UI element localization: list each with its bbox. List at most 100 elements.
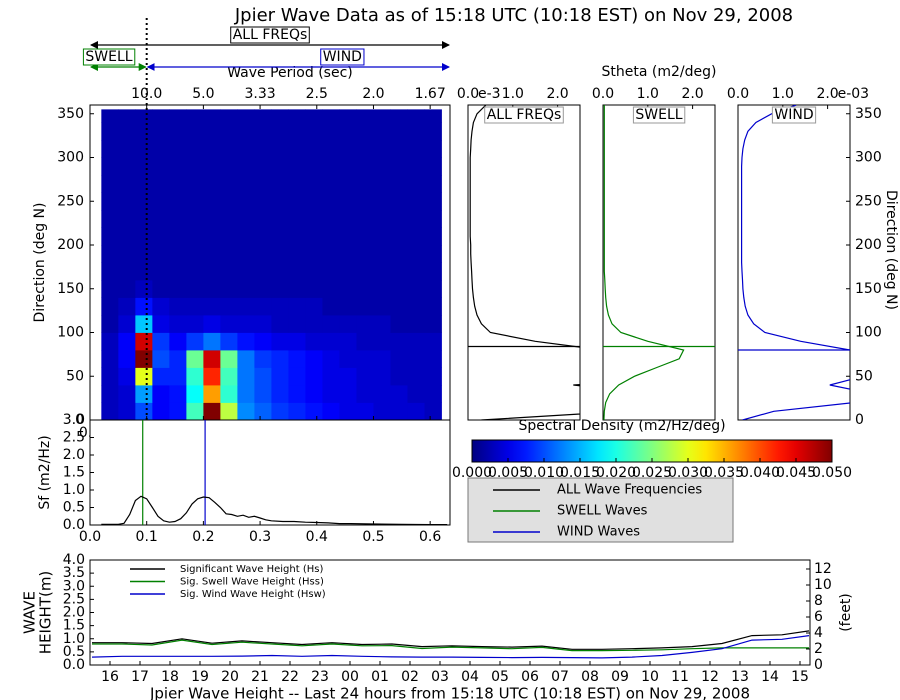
direction-spectrum-line xyxy=(741,105,850,420)
heatmap-cell xyxy=(322,175,340,193)
x-tick-label: 0.0 xyxy=(79,529,101,545)
band-label-box xyxy=(230,26,310,44)
heatmap-cell xyxy=(271,140,289,158)
heatmap-cell xyxy=(220,315,238,333)
heatmap-cell xyxy=(203,140,221,158)
heatmap-cell xyxy=(288,315,306,333)
heatmap-cell xyxy=(152,402,170,421)
heatmap-cell xyxy=(186,245,204,263)
heatmap-cell xyxy=(322,367,340,386)
x-tick-label: 1.0 xyxy=(637,86,659,102)
heatmap-cell xyxy=(288,280,306,298)
heatmap-cell xyxy=(305,210,323,228)
heatmap-cell xyxy=(101,245,119,263)
heatmap-cell xyxy=(288,385,306,403)
heatmap-cell xyxy=(271,175,289,193)
x-tick-label: 15 xyxy=(791,669,809,685)
heatmap-cell xyxy=(271,109,289,123)
x-tick-label: 0.0 xyxy=(457,86,479,102)
heatmap-cell xyxy=(322,297,340,316)
heatmap-cell xyxy=(203,192,221,211)
heatmap-cell xyxy=(135,157,153,176)
heatmap-cell xyxy=(356,315,374,333)
y-tick-label: 100 xyxy=(57,325,84,341)
heatmap-cell xyxy=(186,109,204,123)
legend-label: Significant Wave Height (Hs) xyxy=(180,564,323,575)
heatmap-cell xyxy=(101,402,119,421)
heatmap-cell xyxy=(288,350,306,368)
x-tick-label: 00 xyxy=(341,669,359,685)
heatmap-cell xyxy=(203,175,221,193)
heatmap-cell xyxy=(186,350,204,368)
y-axis-label: WAVE xyxy=(21,591,39,634)
heatmap-cell xyxy=(169,192,187,211)
heatmap-cell xyxy=(424,350,442,368)
heatmap-cell xyxy=(118,367,136,386)
x-tick-label: 0.0 xyxy=(727,86,749,102)
heatmap-cell xyxy=(305,140,323,158)
heatmap-cell xyxy=(271,332,289,351)
heatmap-cell xyxy=(186,280,204,298)
panel-label-box xyxy=(771,106,817,124)
heatmap-cell xyxy=(373,350,391,368)
heatmap-cell xyxy=(118,315,136,333)
heatmap-cell xyxy=(101,315,119,333)
heatmap-cell xyxy=(101,332,119,351)
heatmap-cell xyxy=(322,227,340,246)
heatmap-cell xyxy=(373,402,391,421)
heatmap-cell xyxy=(169,350,187,368)
heatmap-cell xyxy=(237,350,255,368)
heatmap-cell xyxy=(424,385,442,403)
heatmap-cell xyxy=(407,350,425,368)
heatmap-cell xyxy=(203,350,221,368)
heatmap-cell xyxy=(186,157,204,176)
heatmap-cell xyxy=(101,175,119,193)
x-tick-label: 09 xyxy=(611,669,629,685)
heatmap-cell xyxy=(169,297,187,316)
heatmap-cell xyxy=(152,157,170,176)
x2-tick-label: 5.0 xyxy=(192,86,214,102)
heatmap-cell xyxy=(101,385,119,403)
heatmap-cell xyxy=(390,157,408,176)
heatmap-cell xyxy=(169,157,187,176)
heatmap-cell xyxy=(135,227,153,246)
y-tick-label: 2.5 xyxy=(63,591,85,607)
heatmap-cell xyxy=(203,402,221,421)
heatmap-cell xyxy=(373,315,391,333)
heatmap-cell xyxy=(407,402,425,421)
heatmap-cell xyxy=(322,157,340,176)
heatmap-cell xyxy=(186,367,204,386)
x-tick-label: 10 xyxy=(641,669,659,685)
heatmap-cell xyxy=(237,402,255,421)
heatmap-cell xyxy=(390,210,408,228)
heatmap-cell xyxy=(169,385,187,403)
x-offset-label: e-3 xyxy=(478,86,501,102)
x-axis-label: Jpier Wave Height -- Last 24 hours from … xyxy=(149,685,750,700)
heatmap-cell xyxy=(152,350,170,368)
heatmap-cell xyxy=(373,109,391,123)
heatmap-cell xyxy=(322,350,340,368)
heatmap-cell xyxy=(152,192,170,211)
heatmap-cell xyxy=(373,192,391,211)
heatmap-cell xyxy=(390,332,408,351)
heatmap-cell xyxy=(305,192,323,211)
heatmap-cell xyxy=(152,262,170,281)
heatmap-cell xyxy=(118,332,136,351)
heatmap-cell xyxy=(288,175,306,193)
y-tick-label: 0 xyxy=(855,412,864,428)
heatmap-cell xyxy=(305,245,323,263)
heatmap-cell xyxy=(305,175,323,193)
heatmap-cell xyxy=(220,140,238,158)
heatmap-cell xyxy=(152,175,170,193)
x-tick-label: 1.0 xyxy=(772,86,794,102)
x-tick-label: 08 xyxy=(581,669,599,685)
heatmap-cell xyxy=(424,297,442,316)
heatmap-cell xyxy=(203,122,221,141)
heatmap-cell xyxy=(271,122,289,141)
heatmap-cell xyxy=(424,175,442,193)
heatmap-cell xyxy=(339,332,357,351)
heatmap-cell xyxy=(135,280,153,298)
heatmap-cell xyxy=(220,245,238,263)
heatmap-cell xyxy=(203,315,221,333)
